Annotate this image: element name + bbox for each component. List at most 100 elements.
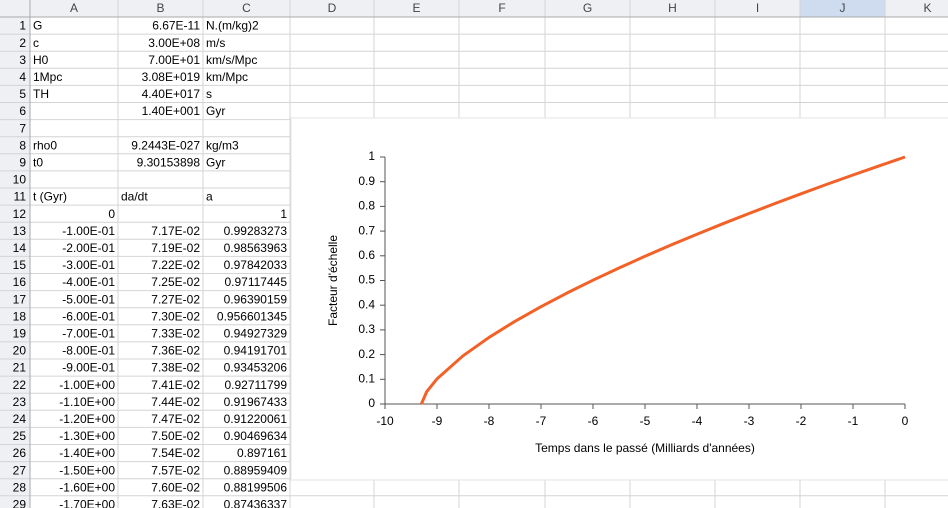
cell[interactable]: 7.27E-02 <box>151 292 200 306</box>
column-header[interactable]: J <box>840 1 846 15</box>
row-header[interactable]: 13 <box>13 224 27 238</box>
cell[interactable]: -1.60E+00 <box>59 480 115 494</box>
cell[interactable]: 0.90469634 <box>224 429 288 443</box>
row-header[interactable]: 26 <box>13 446 27 460</box>
row-header[interactable]: 6 <box>19 104 26 118</box>
cell[interactable]: 7.19E-02 <box>151 241 200 255</box>
cell[interactable]: 7.47E-02 <box>151 412 200 426</box>
cell[interactable]: -6.00E-01 <box>62 309 115 323</box>
cell[interactable]: Gyr <box>206 156 225 170</box>
row-header[interactable]: 4 <box>19 70 26 84</box>
cell[interactable]: 3.00E+08 <box>148 36 200 50</box>
cell[interactable]: 0.99283273 <box>224 224 288 238</box>
cell[interactable]: -1.00E+00 <box>59 378 115 392</box>
cell[interactable]: 0.94191701 <box>224 344 288 358</box>
row-header[interactable]: 11 <box>14 190 27 204</box>
cell[interactable]: -1.30E+00 <box>59 429 115 443</box>
cell[interactable]: 0.897161 <box>237 446 287 460</box>
row-header[interactable]: 18 <box>13 309 27 323</box>
cell[interactable]: da/dt <box>121 190 148 204</box>
row-header[interactable]: 8 <box>19 138 26 152</box>
cell[interactable]: 9.2443E-027 <box>131 138 200 152</box>
row-header[interactable]: 7 <box>19 121 26 135</box>
row-header[interactable]: 21 <box>13 361 27 375</box>
cell[interactable]: 7.44E-02 <box>151 395 200 409</box>
cell[interactable]: 0.87436337 <box>224 498 288 508</box>
column-header[interactable]: E <box>412 1 420 15</box>
cell[interactable]: 7.50E-02 <box>151 429 200 443</box>
row-header[interactable]: 28 <box>13 480 27 494</box>
cell[interactable]: 7.60E-02 <box>151 480 200 494</box>
cell[interactable]: 7.17E-02 <box>151 224 200 238</box>
column-header[interactable]: F <box>498 1 505 15</box>
cell[interactable]: 0.91967433 <box>224 395 288 409</box>
cell[interactable]: 4.40E+017 <box>142 87 201 101</box>
cell[interactable]: G <box>33 19 42 33</box>
cell[interactable]: TH <box>33 87 49 101</box>
row-header[interactable]: 22 <box>13 378 27 392</box>
cell[interactable]: 0.97842033 <box>224 258 288 272</box>
cell[interactable]: 7.63E-02 <box>151 498 200 508</box>
cell[interactable]: 7.38E-02 <box>151 361 200 375</box>
cell[interactable]: 1.40E+001 <box>142 104 201 118</box>
row-header[interactable]: 25 <box>13 429 27 443</box>
cell[interactable]: 7.41E-02 <box>151 378 200 392</box>
cell[interactable]: -2.00E-01 <box>62 241 115 255</box>
cell[interactable]: 7.22E-02 <box>151 258 200 272</box>
cell[interactable]: 0.91220061 <box>224 412 288 426</box>
cell[interactable]: 7.30E-02 <box>151 309 200 323</box>
cell[interactable]: 6.67E-11 <box>152 19 200 33</box>
row-header[interactable]: 17 <box>13 292 27 306</box>
cell[interactable]: 7.00E+01 <box>148 53 200 67</box>
cell[interactable]: 0.98563963 <box>224 241 288 255</box>
row-header[interactable]: 9 <box>19 156 26 170</box>
column-header[interactable]: A <box>70 1 78 15</box>
cell[interactable]: 0.88199506 <box>224 480 288 494</box>
cell[interactable]: t (Gyr) <box>33 190 67 204</box>
row-header[interactable]: 3 <box>19 53 26 67</box>
cell[interactable]: N.(m/kg)2 <box>206 19 259 33</box>
cell[interactable]: 0.96390159 <box>224 292 288 306</box>
cell[interactable]: -1.70E+00 <box>59 498 115 508</box>
column-header[interactable]: G <box>583 1 592 15</box>
cell[interactable]: 0.93453206 <box>224 361 288 375</box>
cell[interactable]: 0 <box>108 207 115 221</box>
cell[interactable]: -9.00E-01 <box>62 361 115 375</box>
cell[interactable]: rho0 <box>33 138 57 152</box>
row-header[interactable]: 20 <box>13 344 27 358</box>
cell[interactable]: 0.94927329 <box>224 327 288 341</box>
cell[interactable]: -1.50E+00 <box>59 463 115 477</box>
cell[interactable]: c <box>33 36 39 50</box>
cell[interactable]: 0.92711799 <box>224 378 287 392</box>
column-header[interactable]: C <box>242 1 251 15</box>
cell[interactable]: s <box>206 87 212 101</box>
cell[interactable]: m/s <box>206 36 225 50</box>
cell[interactable]: 3.08E+019 <box>142 70 201 84</box>
cell[interactable]: 7.33E-02 <box>151 327 200 341</box>
column-header[interactable]: H <box>668 1 677 15</box>
row-header[interactable]: 19 <box>13 327 27 341</box>
row-header[interactable]: 29 <box>13 498 27 508</box>
column-header[interactable]: K <box>923 1 931 15</box>
cell[interactable]: 0.97117445 <box>224 275 287 289</box>
column-header[interactable]: D <box>328 1 337 15</box>
cell[interactable]: km/Mpc <box>206 70 248 84</box>
cell[interactable]: -1.00E-01 <box>62 224 115 238</box>
cell[interactable]: -1.10E+00 <box>59 395 115 409</box>
row-header[interactable]: 12 <box>13 207 27 221</box>
cell[interactable]: 7.25E-02 <box>151 275 200 289</box>
cell[interactable]: H0 <box>33 53 49 67</box>
cell[interactable]: t0 <box>33 156 43 170</box>
cell[interactable]: 1Mpc <box>33 70 62 84</box>
column-header[interactable]: B <box>156 1 164 15</box>
row-header[interactable]: 2 <box>19 36 26 50</box>
cell[interactable]: -1.40E+00 <box>59 446 115 460</box>
column-header[interactable]: I <box>756 1 759 15</box>
cell[interactable]: km/s/Mpc <box>206 53 257 67</box>
cell[interactable]: 1 <box>280 207 287 221</box>
cell[interactable]: 7.54E-02 <box>151 446 200 460</box>
cell[interactable]: -5.00E-01 <box>62 292 115 306</box>
row-header[interactable]: 14 <box>13 241 27 255</box>
row-header[interactable]: 5 <box>19 87 26 101</box>
cell[interactable]: kg/m3 <box>206 138 239 152</box>
